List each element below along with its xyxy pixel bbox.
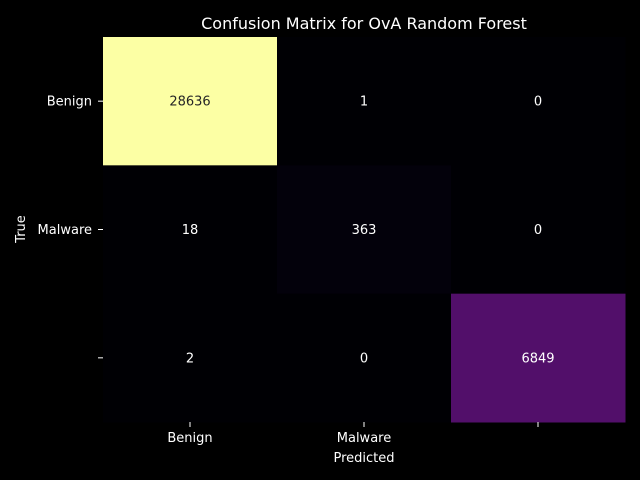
x-tick-label: Malware bbox=[337, 431, 391, 446]
heatmap-cell bbox=[103, 37, 278, 166]
heatmap-cell bbox=[451, 293, 626, 423]
cell-value-label: 28636 bbox=[169, 95, 210, 110]
cell-annotations: 28636 1 0 18 363 0 2 0 6849 bbox=[169, 95, 554, 367]
x-tick-label: Benign bbox=[167, 431, 212, 446]
heatmap-cell bbox=[451, 165, 626, 295]
heatmap-cell bbox=[451, 37, 626, 166]
heatmap-cell bbox=[277, 165, 452, 295]
cell-value-label: 2 bbox=[186, 351, 194, 366]
chart-title: Confusion Matrix for OvA Random Forest bbox=[201, 14, 527, 33]
cell-value-label: 0 bbox=[534, 223, 542, 238]
heatmap-cell bbox=[277, 37, 452, 166]
cell-value-label: 0 bbox=[534, 95, 542, 110]
cell-value-label: 6849 bbox=[521, 351, 554, 366]
y-tick-label: Malware bbox=[38, 223, 92, 238]
heatmap-cell bbox=[103, 165, 278, 295]
y-axis-label: True bbox=[14, 215, 29, 244]
cell-value-label: 363 bbox=[352, 223, 377, 238]
cell-value-label: 0 bbox=[360, 351, 368, 366]
heatmap-cell bbox=[103, 293, 278, 423]
y-tick-label: Benign bbox=[47, 95, 92, 110]
cell-value-label: 18 bbox=[182, 223, 199, 238]
cell-value-label: 1 bbox=[360, 95, 368, 110]
heatmap-cell bbox=[277, 293, 452, 423]
x-axis-label: Predicted bbox=[333, 451, 394, 466]
axis-ticks: Benign Malware Benign Malware bbox=[38, 95, 539, 446]
heatmap-cells bbox=[103, 37, 626, 423]
